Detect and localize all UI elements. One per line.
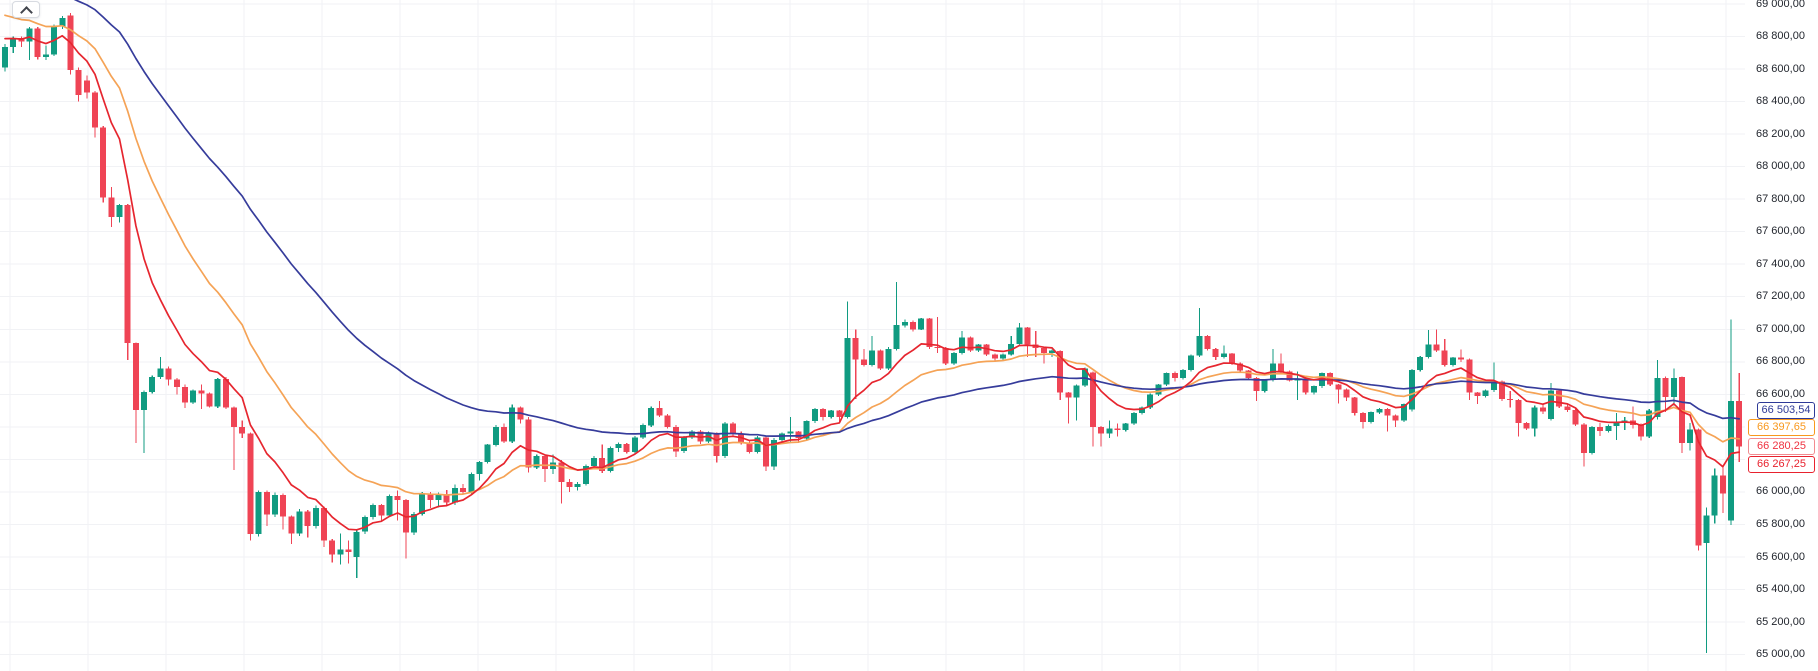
axis-price-label: 68 400,00 bbox=[1756, 95, 1805, 108]
axis-price-label: 68 800,00 bbox=[1756, 30, 1805, 42]
axis-price-label: 66 800,00 bbox=[1756, 355, 1805, 368]
axis-price-label: 68 600,00 bbox=[1756, 62, 1805, 75]
price-tag-last-price: 66 280,25 bbox=[1748, 438, 1815, 456]
axis-price-label: 65 000,00 bbox=[1756, 648, 1805, 660]
axis-price-label: 65 200,00 bbox=[1756, 615, 1805, 628]
axis-price-label: 67 800,00 bbox=[1756, 192, 1805, 205]
candles-layer bbox=[2, 12, 1743, 653]
ema-medium-line bbox=[4, 14, 1741, 496]
axis-price-label: 69 000,00 bbox=[1756, 0, 1805, 10]
collapse-chart-button[interactable] bbox=[12, 1, 40, 19]
axis-price-label: 66 000,00 bbox=[1756, 485, 1805, 498]
axis-price-label: 67 200,00 bbox=[1756, 290, 1805, 303]
ema-fast-line bbox=[4, 34, 1741, 531]
ema-slow-line bbox=[73, 0, 1741, 437]
price-tag-ema-slow: 66 503,54 bbox=[1757, 401, 1815, 419]
grid-layer bbox=[0, 0, 1745, 671]
axis-price-label: 68 200,00 bbox=[1756, 127, 1805, 140]
axis-price-label: 66 600,00 bbox=[1756, 387, 1805, 400]
chevron-up-icon bbox=[19, 5, 33, 19]
moving-average-lines bbox=[4, 0, 1741, 531]
price-tag-ema-medium: 66 397,65 bbox=[1748, 419, 1815, 437]
axis-price-label: 65 600,00 bbox=[1756, 550, 1805, 563]
price-tag-ema-fast: 66 267,25 bbox=[1748, 455, 1815, 473]
axis-price-label: 68 000,00 bbox=[1756, 160, 1805, 173]
axis-price-label: 67 600,00 bbox=[1756, 225, 1805, 238]
axis-price-label: 65 800,00 bbox=[1756, 517, 1805, 530]
price-axis[interactable]: 69 000,00 68 800,00 68 600,00 68 400,00 68 2… bbox=[1745, 0, 1818, 671]
axis-price-label: 67 000,00 bbox=[1756, 322, 1805, 335]
candle-bodies bbox=[2, 15, 1743, 557]
axis-price-label: 67 400,00 bbox=[1756, 257, 1805, 270]
price-chart-canvas[interactable] bbox=[0, 0, 1745, 671]
axis-price-label: 65 400,00 bbox=[1756, 583, 1805, 595]
